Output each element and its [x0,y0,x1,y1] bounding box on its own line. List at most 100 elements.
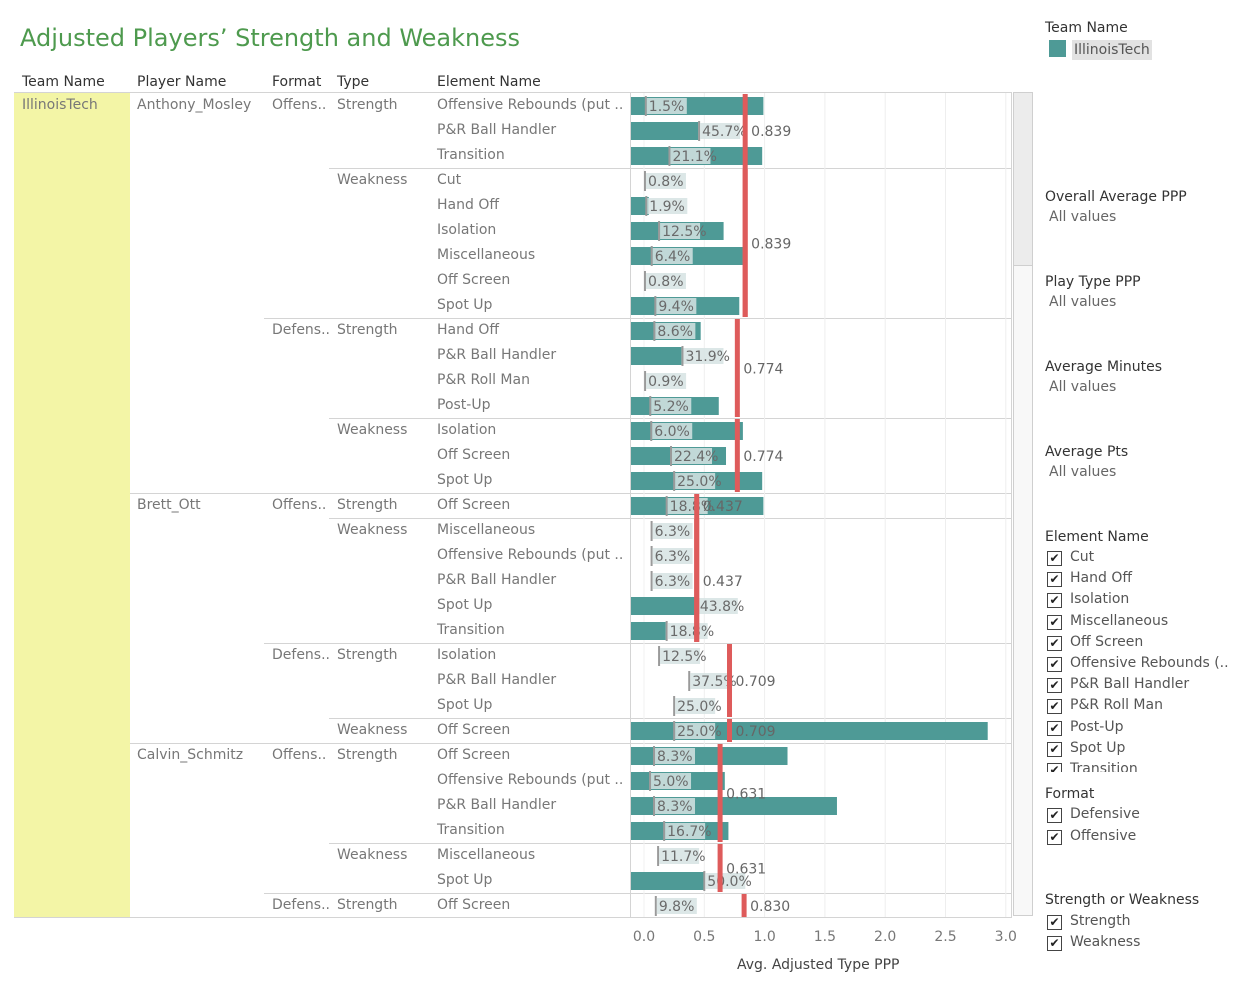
element-name[interactable]: Off Screen [437,747,511,763]
type-value[interactable]: Strength [337,322,398,338]
format-filter-label[interactable]: Offensive [1070,828,1137,844]
ppp-bar[interactable] [631,872,705,890]
ppp-bar[interactable] [631,347,682,365]
ppp-bar[interactable] [631,197,649,215]
type-value[interactable]: Strength [337,747,398,763]
element-name[interactable]: Isolation [437,647,497,663]
element-name[interactable]: P&R Ball Handler [437,672,557,688]
element-filter-checkbox[interactable]: ✔ [1047,635,1062,651]
type-value[interactable]: Strength [337,97,398,113]
element-name[interactable]: Miscellaneous [437,847,536,863]
average-reference-line[interactable] [741,894,747,917]
element-name[interactable]: Spot Up [437,472,493,488]
ppp-bar[interactable] [631,597,696,615]
filter-play-type-ppp-value[interactable]: All values [1049,294,1117,310]
type-value[interactable]: Strength [337,897,398,913]
element-name[interactable]: Spot Up [437,297,493,313]
sw-filter-label[interactable]: Weakness [1070,934,1141,950]
team-cell[interactable] [14,93,130,917]
element-filter-label[interactable]: P&R Roll Man [1070,697,1163,714]
format-filter-label[interactable]: Defensive [1070,806,1140,822]
average-reference-line[interactable] [734,319,740,417]
element-name[interactable]: Off Screen [437,447,511,463]
element-name[interactable]: Miscellaneous [437,247,536,263]
element-name[interactable]: P&R Ball Handler [437,347,557,363]
ppp-bar[interactable] [631,722,988,740]
element-name[interactable]: Spot Up [437,597,493,613]
element-name[interactable]: Isolation [437,422,497,438]
type-value[interactable]: Weakness [337,847,408,863]
element-name[interactable]: Spot Up [437,697,493,713]
ppp-bar[interactable] [631,622,666,640]
type-value[interactable]: Weakness [337,422,408,438]
element-filter-checkbox[interactable]: ✔ [1047,614,1062,630]
header-type[interactable]: Type [337,74,370,90]
format-value[interactable]: Offens.. [272,497,327,513]
vertical-scrollbar[interactable] [1013,92,1033,916]
element-name[interactable]: Off Screen [437,897,511,913]
element-filter-checkbox[interactable]: ✔ [1047,678,1062,694]
element-filter-label[interactable]: P&R Ball Handler [1070,676,1190,693]
element-filter-checkbox[interactable]: ✔ [1047,699,1062,715]
element-filter-label[interactable]: Hand Off [1070,570,1132,587]
type-value[interactable]: Strength [337,647,398,663]
legend-swatch[interactable] [1049,40,1066,57]
format-filter-checkbox[interactable]: ✔ [1047,808,1062,823]
element-filter-checkbox[interactable]: ✔ [1047,551,1062,566]
element-name[interactable]: Hand Off [437,322,499,338]
element-name[interactable]: Isolation [437,222,497,238]
element-filter-label[interactable]: Offensive Rebounds (.. [1070,655,1229,671]
format-value[interactable]: Defens.. [272,322,331,338]
element-name[interactable]: Cut [437,172,462,188]
element-name[interactable]: P&R Ball Handler [437,122,557,138]
sw-filter-checkbox[interactable]: ✔ [1047,936,1062,951]
format-value[interactable]: Offens.. [272,747,327,763]
player-name[interactable]: Anthony_Mosley [137,97,252,113]
element-name[interactable]: P&R Ball Handler [437,572,557,588]
element-filter-checkbox[interactable]: ✔ [1047,741,1062,757]
element-filter-checkbox[interactable]: ✔ [1047,657,1062,672]
filter-overall-ppp-value[interactable]: All values [1049,209,1117,225]
filter-avg-minutes-value[interactable]: All values [1049,379,1117,395]
element-filter-checkbox[interactable]: ✔ [1047,763,1062,772]
type-value[interactable]: Weakness [337,522,408,538]
element-name[interactable]: Hand Off [437,197,499,213]
ppp-bar[interactable] [631,122,699,140]
element-filter-checkbox[interactable]: ✔ [1047,720,1062,736]
sw-filter-label[interactable]: Strength [1070,913,1131,929]
element-filter-label[interactable]: Off Screen [1070,633,1144,650]
element-filter-label[interactable]: Cut [1070,549,1095,565]
average-reference-line[interactable] [727,719,733,742]
header-player-name[interactable]: Player Name [137,74,227,90]
element-name[interactable]: Post-Up [437,397,491,413]
header-team-name[interactable]: Team Name [22,74,105,90]
element-filter-checkbox[interactable]: ✔ [1047,572,1062,588]
element-name[interactable]: Offensive Rebounds (put .. [437,547,624,563]
type-value[interactable]: Weakness [337,172,408,188]
element-name[interactable]: Transition [437,147,505,163]
average-reference-line[interactable] [717,744,723,842]
format-value[interactable]: Defens.. [272,897,331,913]
format-value[interactable]: Offens.. [272,97,327,113]
average-reference-line[interactable] [742,169,748,317]
element-name[interactable]: Transition [437,822,505,838]
element-filter-label[interactable]: Spot Up [1070,739,1126,756]
player-name[interactable]: Calvin_Schmitz [137,747,244,763]
element-name[interactable]: Transition [437,622,505,638]
element-filter-checkbox[interactable]: ✔ [1047,593,1062,609]
filter-avg-pts-value[interactable]: All values [1049,464,1117,480]
element-name[interactable]: Off Screen [437,272,511,288]
legend-item-label[interactable]: IllinoisTech [1072,40,1152,60]
average-reference-line[interactable] [734,419,740,492]
average-reference-line[interactable] [727,644,733,717]
player-name[interactable]: Brett_Ott [137,497,201,513]
element-name[interactable]: Offensive Rebounds (put .. [437,97,624,113]
element-name[interactable]: Spot Up [437,872,493,888]
element-filter-label[interactable]: Transition [1070,761,1138,772]
element-filter-label[interactable]: Miscellaneous [1070,612,1169,629]
element-name[interactable]: Off Screen [437,497,511,513]
element-name[interactable]: Off Screen [437,722,511,738]
header-element-name[interactable]: Element Name [437,74,541,90]
scrollbar-thumb[interactable] [1014,93,1032,266]
element-name[interactable]: Miscellaneous [437,522,536,538]
